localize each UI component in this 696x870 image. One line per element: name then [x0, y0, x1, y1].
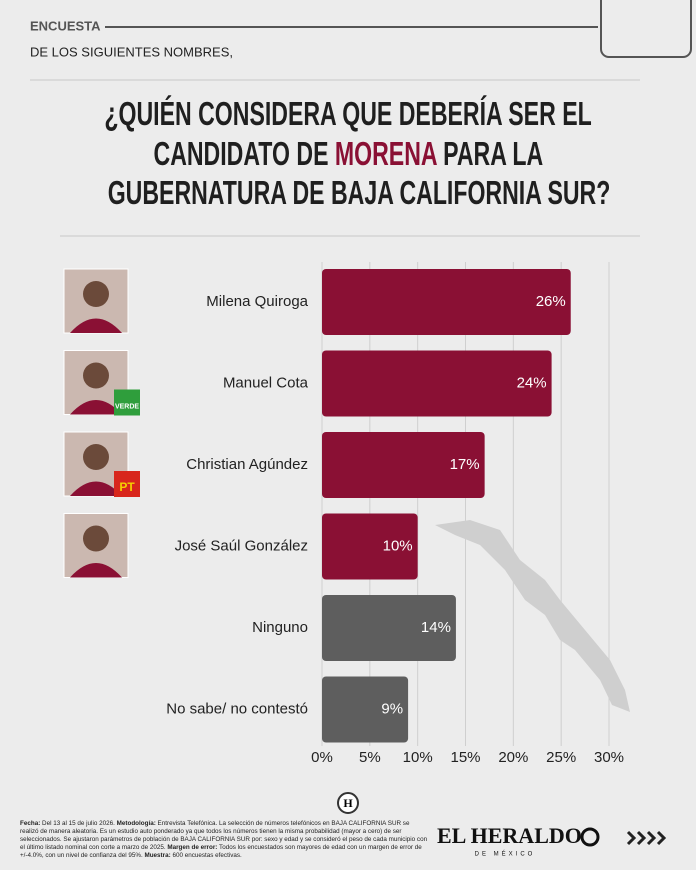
- footnote-text: Margen de error:: [167, 844, 218, 851]
- arrows: [626, 830, 667, 846]
- bar: [322, 676, 409, 743]
- x-tick-label: 30%: [594, 749, 624, 766]
- footnote-text: 600 encuestas efectivas.: [170, 852, 242, 859]
- logo: EL HERALDO: [437, 823, 582, 848]
- photo-head: [83, 444, 109, 470]
- title-text: CANDIDATO DE: [153, 135, 335, 172]
- corner-frame: [600, 0, 692, 58]
- x-tick-label: 10%: [403, 749, 433, 766]
- footnote-text: Del 13 al 15 de julio 2026.: [40, 820, 117, 827]
- value-label: 17%: [450, 456, 480, 473]
- category-label: Christian Agúndez: [186, 456, 308, 473]
- x-tick-label: 25%: [546, 749, 576, 766]
- photo-head: [83, 525, 109, 552]
- bar: [322, 269, 571, 335]
- title-text: CANDIDATO DE MORENA PARA LA: [153, 135, 543, 173]
- title-line: CANDIDATO DE MORENA PARA LA: [0, 135, 696, 173]
- title-text: GUBERNATURA DE BAJA CALIFORNIA SUR?: [107, 174, 611, 211]
- photo-body: [70, 481, 122, 496]
- title-line: ¿QUIÉN CONSIDERA QUE DEBERÍA SER EL: [0, 95, 696, 133]
- x-tick-label: 0%: [311, 749, 333, 766]
- logo-sub: DE MÉXICO: [475, 851, 536, 858]
- bar: [322, 595, 456, 661]
- category-label: No sabe/ no contestó: [166, 700, 308, 717]
- party-badge-label: VERDE: [115, 403, 139, 410]
- title-text: PARA LA: [436, 135, 543, 172]
- badge: H: [343, 796, 353, 810]
- photo-body: [70, 400, 122, 415]
- footnote-text: Muestra:: [144, 852, 171, 859]
- photo-body: [70, 318, 122, 333]
- footnote-text: Entrevista Telefónica. La selección de n…: [20, 820, 428, 851]
- value-label: 24%: [517, 374, 547, 391]
- party-badge: [114, 471, 140, 497]
- photo-head: [83, 362, 109, 389]
- bar: [322, 513, 418, 580]
- footnote-text: Metodología:: [116, 820, 156, 827]
- x-tick-label: 15%: [450, 749, 480, 766]
- x-tick-label: 20%: [498, 749, 528, 766]
- title-text: ¿QUIÉN CONSIDERA QUE DEBERÍA SER EL: [104, 95, 592, 132]
- footnote: Fecha: Del 13 al 15 de julio 2026. Metod…: [20, 820, 428, 860]
- party-badge-label: PT: [119, 480, 135, 494]
- party-badge: [114, 389, 140, 416]
- footnote-text: Fecha:: [20, 820, 41, 827]
- map: [435, 520, 630, 712]
- photo-head: [83, 281, 109, 307]
- category-label: Milena Quiroga: [206, 293, 308, 310]
- bar: [322, 432, 485, 498]
- category-label: Ninguno: [252, 619, 308, 636]
- footnote-text: Todos los encuestados son mayores de eda…: [20, 844, 422, 859]
- photo-body: [70, 563, 122, 578]
- x-tick-label: 5%: [359, 749, 381, 766]
- value-label: 10%: [383, 537, 413, 554]
- value-label: 14%: [421, 619, 451, 636]
- badge-circle: [337, 792, 359, 814]
- title-highlight: MORENA: [334, 135, 437, 172]
- category-label: Manuel Cota: [223, 374, 309, 391]
- title-line: GUBERNATURA DE BAJA CALIFORNIA SUR?: [0, 174, 696, 212]
- category-label: José Saúl González: [175, 537, 308, 554]
- section-label: ENCUESTA: [30, 18, 101, 33]
- subtitle: DE LOS SIGUIENTES NOMBRES,: [30, 44, 233, 59]
- bar: [322, 350, 552, 417]
- q-logo: [580, 827, 600, 847]
- value-label: 9%: [381, 700, 403, 717]
- value-label: 26%: [536, 293, 566, 310]
